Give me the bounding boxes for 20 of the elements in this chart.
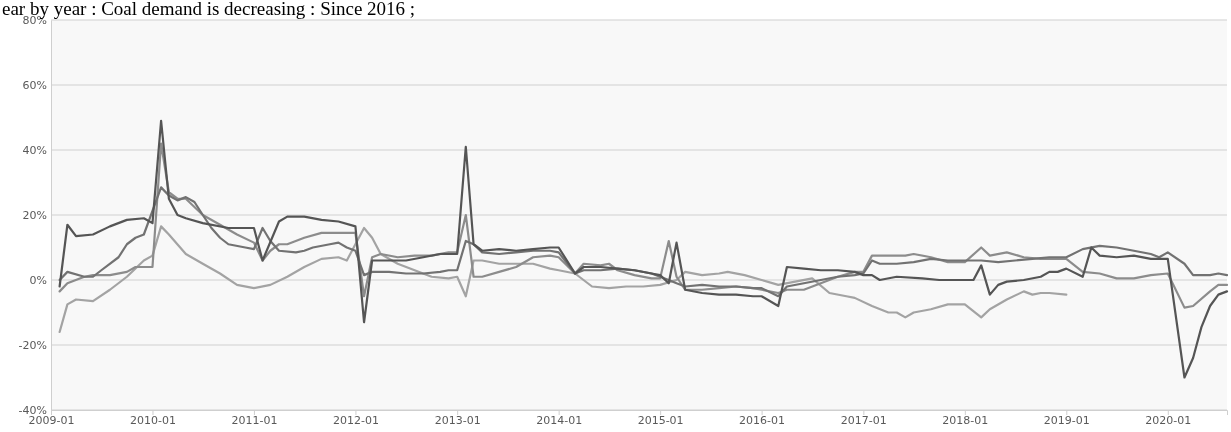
x-tick-label: 2015-01 [637,413,684,427]
line-series [58,225,1068,334]
x-tick-label: 2010-01 [129,413,176,427]
x-tick-label: 2019-01 [1043,413,1090,427]
x-tick-label: 2017-01 [840,413,887,427]
x-tick-label: 2013-01 [434,413,481,427]
y-tick-label: -20% [18,339,47,353]
y-tick-label: 40% [22,144,47,158]
y-tick-label: 60% [22,79,47,93]
x-tick-label: 2009-01 [28,413,75,427]
y-tick-label: 20% [22,209,47,223]
x-tick-label: 2014-01 [536,413,583,427]
x-tick-label: 2018-01 [942,413,989,427]
line-series [58,119,1229,379]
y-tick-label: 0% [29,274,47,288]
x-tick-label: 2016-01 [739,413,786,427]
x-tick-label: 2011-01 [231,413,278,427]
line-series [58,142,1229,309]
x-tick-label: 2012-01 [332,413,379,427]
x-tick-label: 2020-01 [1145,413,1192,427]
